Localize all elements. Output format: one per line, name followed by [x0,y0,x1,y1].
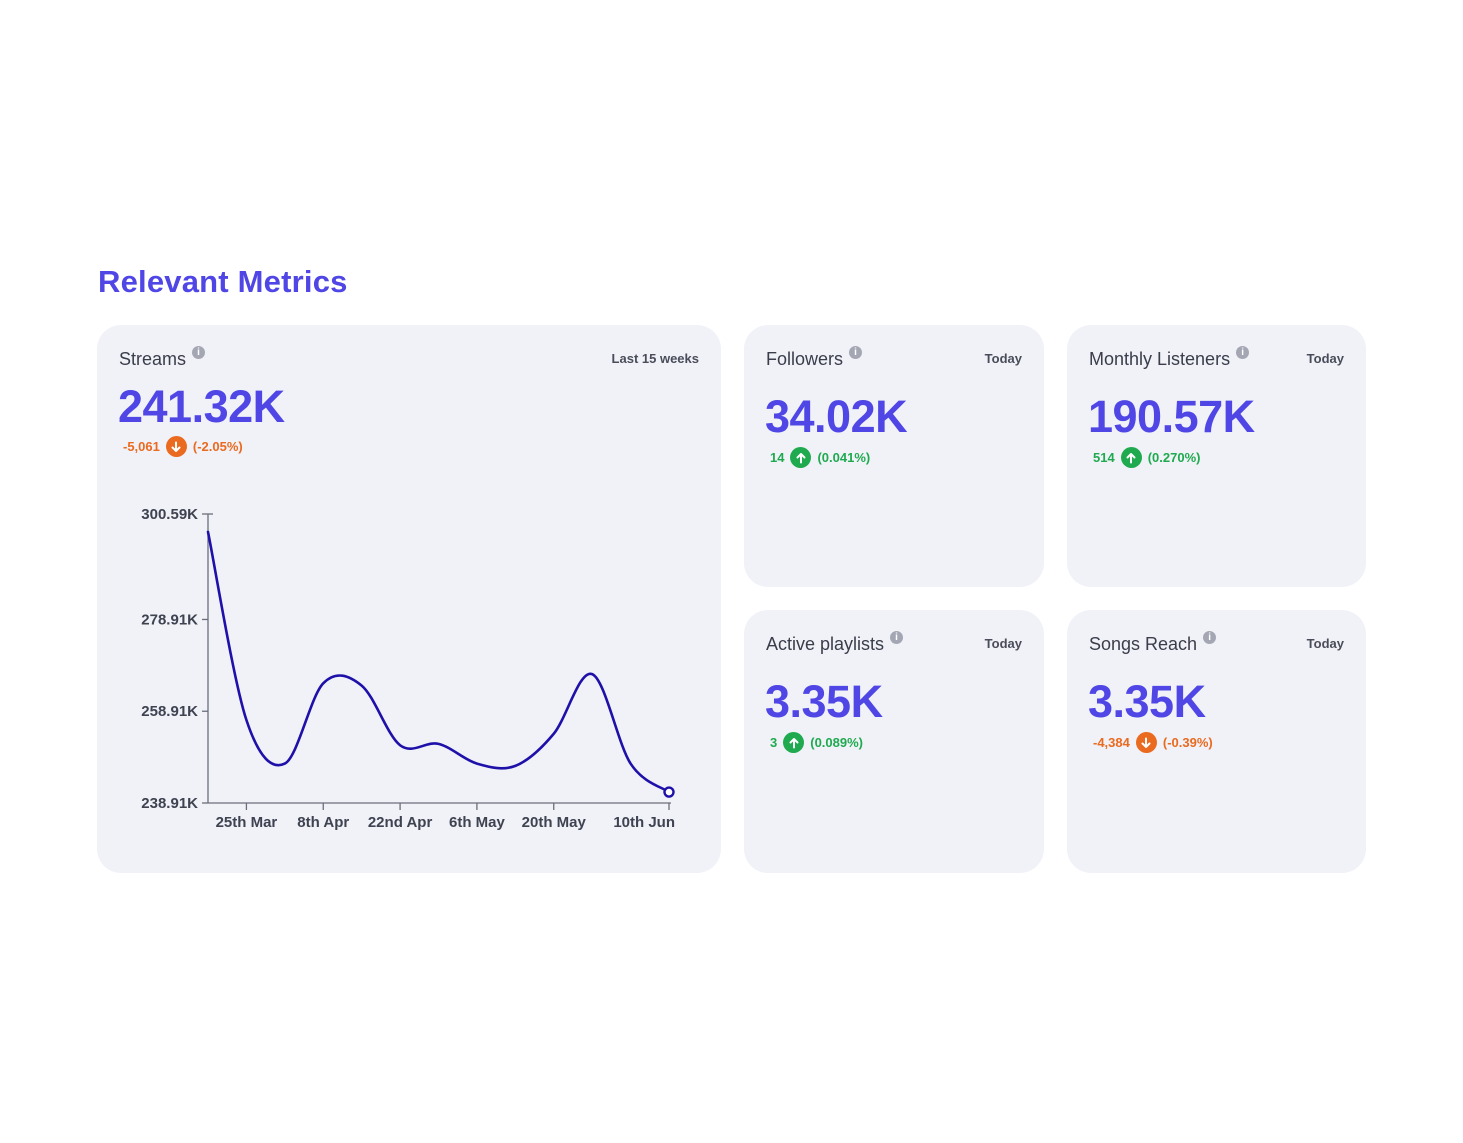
x-tick-label: 10th Jun [613,814,675,831]
active-playlists-delta-pct: (0.089%) [810,735,863,750]
streams-value: 241.32K [118,381,285,432]
songs-reach-delta: -4,384 (-0.39%) [1093,732,1213,753]
active-playlists-period: Today [984,636,1022,651]
arrow-up-icon [790,447,812,468]
songs-reach-delta-pct: (-0.39%) [1162,735,1213,750]
streams-title: Streams i [119,346,206,370]
info-icon[interactable]: i [192,346,206,359]
info-icon[interactable]: i [890,631,904,644]
active-playlists-card: Active playlists i Today 3.35K 3 (0.089%… [744,610,1044,873]
streams-delta-pct: (-2.05%) [192,439,243,454]
active-playlists-title-label: Active playlists [766,634,885,654]
x-tick-label: 8th Apr [297,814,349,831]
active-playlists-delta: 3 (0.089%) [770,732,863,753]
followers-delta-abs: 14 [770,450,785,465]
monthly-listeners-title-label: Monthly Listeners [1089,349,1231,369]
arrow-up-icon [1120,447,1142,468]
active-playlists-value: 3.35K [765,676,883,727]
monthly-listeners-card: Monthly Listeners i Today 190.57K 514 (0… [1067,325,1366,587]
followers-value: 34.02K [765,391,908,442]
songs-reach-title-label: Songs Reach [1089,634,1198,654]
y-tick-label: 278.91K [141,611,198,628]
songs-reach-card: Songs Reach i Today 3.35K -4,384 (-0.39%… [1067,610,1366,873]
monthly-listeners-delta-abs: 514 [1093,450,1115,465]
monthly-listeners-title: Monthly Listeners i [1089,346,1250,370]
songs-reach-title: Songs Reach i [1089,631,1217,655]
x-tick-label: 22nd Apr [368,814,433,831]
streams-delta: -5,061 (-2.05%) [123,436,243,457]
streams-title-label: Streams [119,349,187,369]
followers-title: Followers i [766,346,863,370]
monthly-listeners-delta-pct: (0.270%) [1147,450,1201,465]
last-data-point[interactable] [663,786,675,798]
monthly-listeners-delta: 514 (0.270%) [1093,447,1200,468]
x-tick-label: 20th May [522,814,587,831]
streams-series-line [206,530,671,794]
info-icon[interactable]: i [1203,631,1217,644]
followers-delta-pct: (0.041%) [817,450,871,465]
followers-period: Today [984,351,1022,366]
info-icon[interactable]: i [1236,346,1250,359]
info-icon[interactable]: i [849,346,863,359]
x-tick-label: 25th Mar [216,814,278,831]
songs-reach-period: Today [1306,636,1344,651]
followers-title-label: Followers [766,349,844,369]
active-playlists-delta-abs: 3 [770,735,778,750]
x-tick-label: 6th May [449,814,506,831]
songs-reach-value: 3.35K [1088,676,1206,727]
streams-line-chart: 300.59K 278.91K 258.91K 238.91K 25th Mar 8th … [141,506,675,831]
y-tick-label: 258.91K [141,703,198,720]
arrow-up-icon [783,732,805,753]
arrow-down-icon [165,436,187,457]
y-tick-label: 238.91K [141,795,198,812]
active-playlists-title: Active playlists i [766,631,904,655]
streams-delta-abs: -5,061 [123,439,160,454]
followers-delta: 14 (0.041%) [770,447,870,468]
arrow-down-icon [1135,732,1157,753]
songs-reach-delta-abs: -4,384 [1093,735,1130,750]
monthly-listeners-period: Today [1306,351,1344,366]
streams-card: Streams i Last 15 weeks 241.32K -5,061 (… [97,325,721,873]
section-title: Relevant Metrics [98,264,348,299]
followers-card: Followers i Today 34.02K 14 (0.041%) [744,325,1044,587]
y-tick-label: 300.59K [141,506,198,523]
streams-period: Last 15 weeks [611,351,699,366]
monthly-listeners-value: 190.57K [1088,391,1255,442]
